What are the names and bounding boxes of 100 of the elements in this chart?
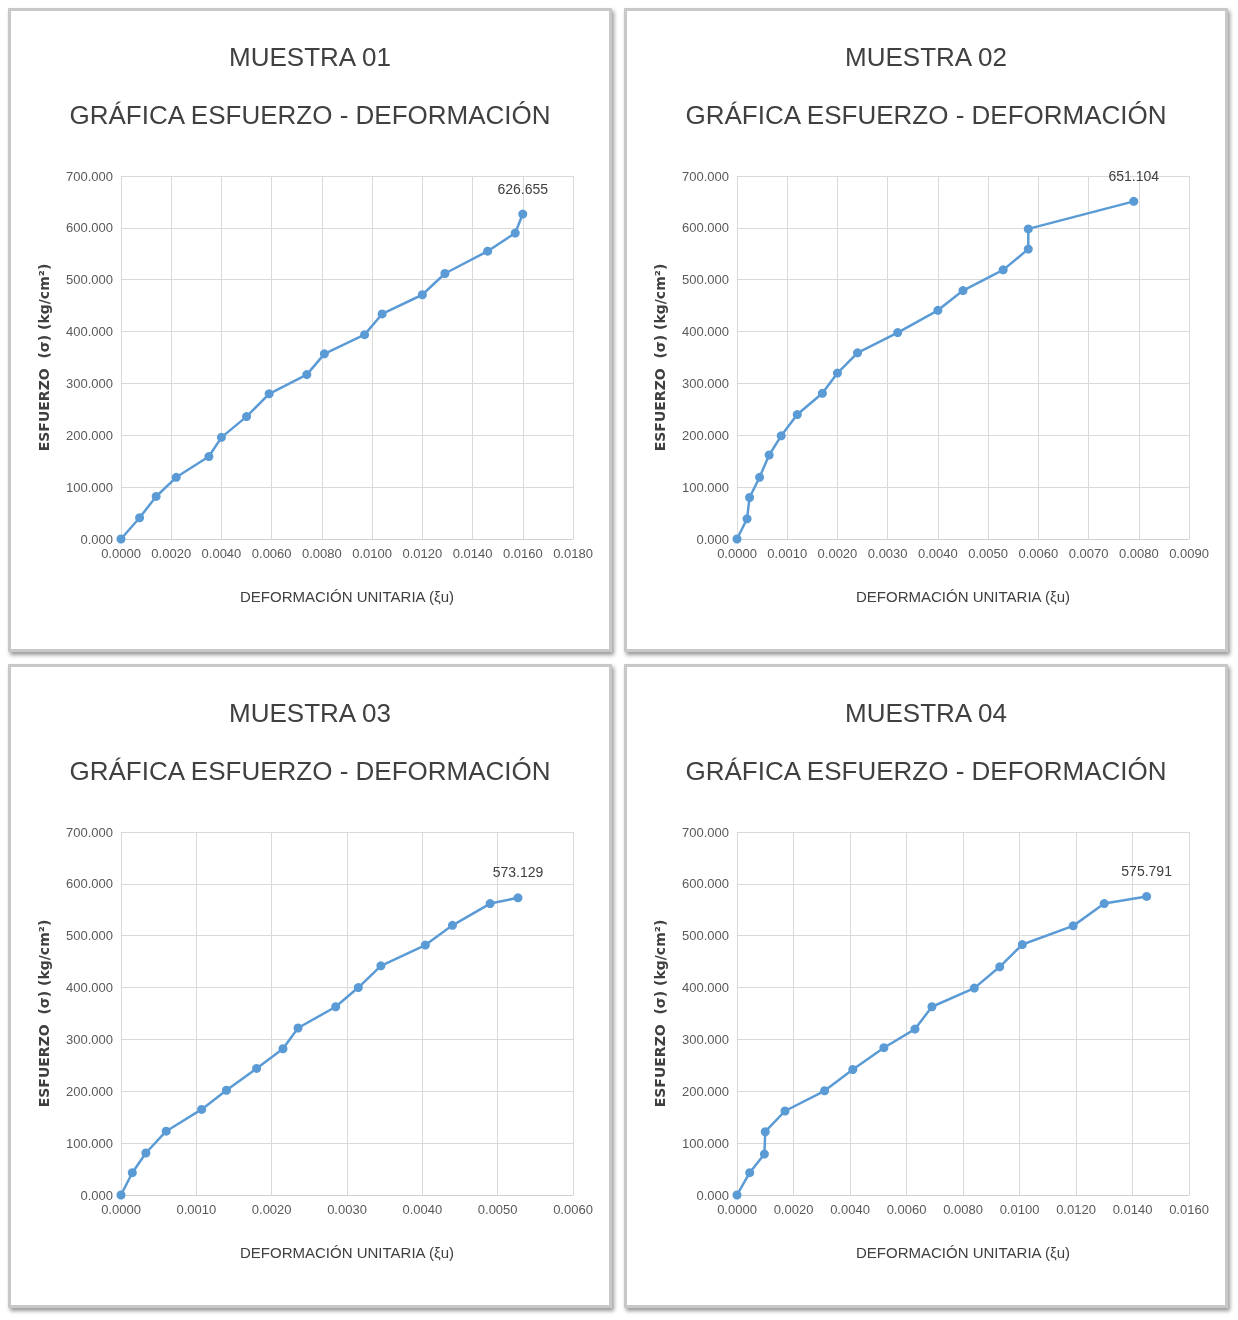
x-tick-label: 0.0160: [502, 546, 543, 561]
point: [197, 1104, 207, 1114]
point: [518, 209, 528, 219]
y-tick-label: 500.000: [66, 928, 113, 944]
x-tick-label: 0.0040: [918, 546, 958, 561]
point: [1017, 940, 1027, 950]
x-tick-label: 0.0000: [717, 546, 757, 561]
y-tick-label: 100.000: [66, 1135, 113, 1151]
y-tick-label: 600.000: [682, 220, 729, 236]
point: [141, 1148, 151, 1158]
x-tick-label: 0.0020: [151, 546, 192, 561]
point: [759, 1149, 769, 1159]
point: [513, 893, 523, 903]
y-tick-label: 400.000: [66, 980, 113, 996]
point: [927, 1002, 937, 1012]
point: [848, 1065, 858, 1074]
x-tick-label: 0.0140: [1112, 1202, 1153, 1217]
point: [832, 368, 842, 378]
y-axis-title: ESFUERZO (σ) (kg/cm²): [652, 263, 668, 452]
x-tick-label: 0.0120: [402, 546, 443, 561]
point: [440, 268, 450, 278]
y-tick-label: 200.000: [682, 1083, 729, 1099]
point: [745, 1168, 755, 1178]
y-tick-label: 0.000: [80, 1187, 113, 1203]
y-tick-label: 100.000: [66, 479, 113, 495]
data-label: 626.655: [497, 180, 549, 197]
point: [792, 410, 802, 420]
point: [764, 450, 774, 460]
y-tick-label: 700.000: [66, 168, 113, 184]
x-tick-label: 0.0080: [1118, 546, 1159, 561]
point: [485, 899, 495, 909]
x-tick-label: 0.0100: [999, 1202, 1040, 1217]
x-tick-label: 0.0160: [1169, 1202, 1209, 1217]
point: [420, 940, 430, 950]
x-tick-label: 0.0000: [101, 1202, 141, 1217]
chart-subtitle: GRÁFICA ESFUERZO - DEFORMACIÓN: [69, 100, 551, 130]
data-label: 651.104: [1108, 167, 1160, 184]
y-tick-label: 700.000: [682, 168, 729, 184]
point: [969, 983, 979, 993]
point: [204, 452, 214, 462]
point: [817, 388, 827, 398]
y-tick-label: 600.000: [66, 220, 113, 236]
point: [302, 370, 312, 380]
y-tick-label: 400.000: [682, 980, 729, 996]
point: [293, 1023, 303, 1033]
point: [1129, 196, 1139, 206]
point: [242, 412, 252, 422]
x-axis-title: DEFORMACIÓN UNITARIA (ξu): [856, 1244, 1070, 1261]
x-tick-label: 0.0080: [943, 1202, 983, 1217]
x-tick-label: 0.0060: [553, 1202, 593, 1217]
point: [1142, 891, 1152, 901]
x-tick-label: 0.0040: [402, 1202, 443, 1217]
point: [116, 1190, 126, 1200]
x-tick-label: 0.0140: [452, 546, 493, 561]
point: [483, 246, 493, 256]
x-tick-label: 0.0050: [968, 546, 1008, 561]
chart-subtitle: GRÁFICA ESFUERZO - DEFORMACIÓN: [685, 100, 1167, 130]
point: [376, 961, 386, 971]
y-tick-label: 500.000: [66, 272, 113, 288]
y-tick-label: 500.000: [682, 272, 729, 288]
y-tick-label: 200.000: [682, 427, 729, 443]
y-tick-label: 100.000: [682, 479, 729, 495]
point: [958, 286, 968, 296]
point: [252, 1063, 262, 1073]
point: [216, 432, 226, 442]
x-tick-label: 0.0030: [867, 546, 908, 561]
x-tick-label: 0.0090: [1169, 546, 1209, 561]
point: [510, 228, 520, 238]
point: [1023, 244, 1033, 254]
chart-title: MUESTRA 01: [229, 42, 391, 72]
y-axis-title: ESFUERZO (σ) (kg/cm²): [36, 263, 52, 452]
x-tick-label: 0.0040: [830, 1202, 870, 1217]
y-tick-label: 100.000: [682, 1135, 729, 1151]
x-tick-label: 0.0120: [1056, 1202, 1096, 1217]
point: [319, 349, 329, 359]
point: [780, 1106, 790, 1116]
x-tick-label: 0.0100: [352, 546, 392, 561]
point: [755, 472, 765, 482]
x-tick-label: 0.0040: [201, 546, 242, 561]
point: [1099, 899, 1109, 909]
point: [820, 1086, 830, 1096]
point: [760, 1127, 770, 1137]
x-axis-title: DEFORMACIÓN UNITARIA (ξu): [240, 588, 454, 605]
x-axis-title: DEFORMACIÓN UNITARIA (ξu): [240, 1244, 454, 1261]
y-tick-label: 300.000: [682, 1031, 729, 1047]
x-tick-label: 0.0180: [553, 546, 593, 561]
x-axis-title: DEFORMACIÓN UNITARIA (ξu): [856, 588, 1070, 605]
point: [116, 534, 126, 544]
y-tick-label: 300.000: [66, 1031, 113, 1047]
point: [910, 1024, 920, 1034]
point: [331, 1002, 341, 1012]
point: [893, 328, 903, 338]
point: [135, 513, 145, 523]
y-tick-label: 500.000: [682, 928, 729, 944]
data-label: 573.129: [492, 864, 544, 881]
point: [853, 348, 863, 358]
point: [161, 1126, 171, 1136]
point: [447, 920, 457, 930]
x-tick-label: 0.0060: [886, 1202, 927, 1217]
chart-title: MUESTRA 02: [845, 42, 1007, 72]
